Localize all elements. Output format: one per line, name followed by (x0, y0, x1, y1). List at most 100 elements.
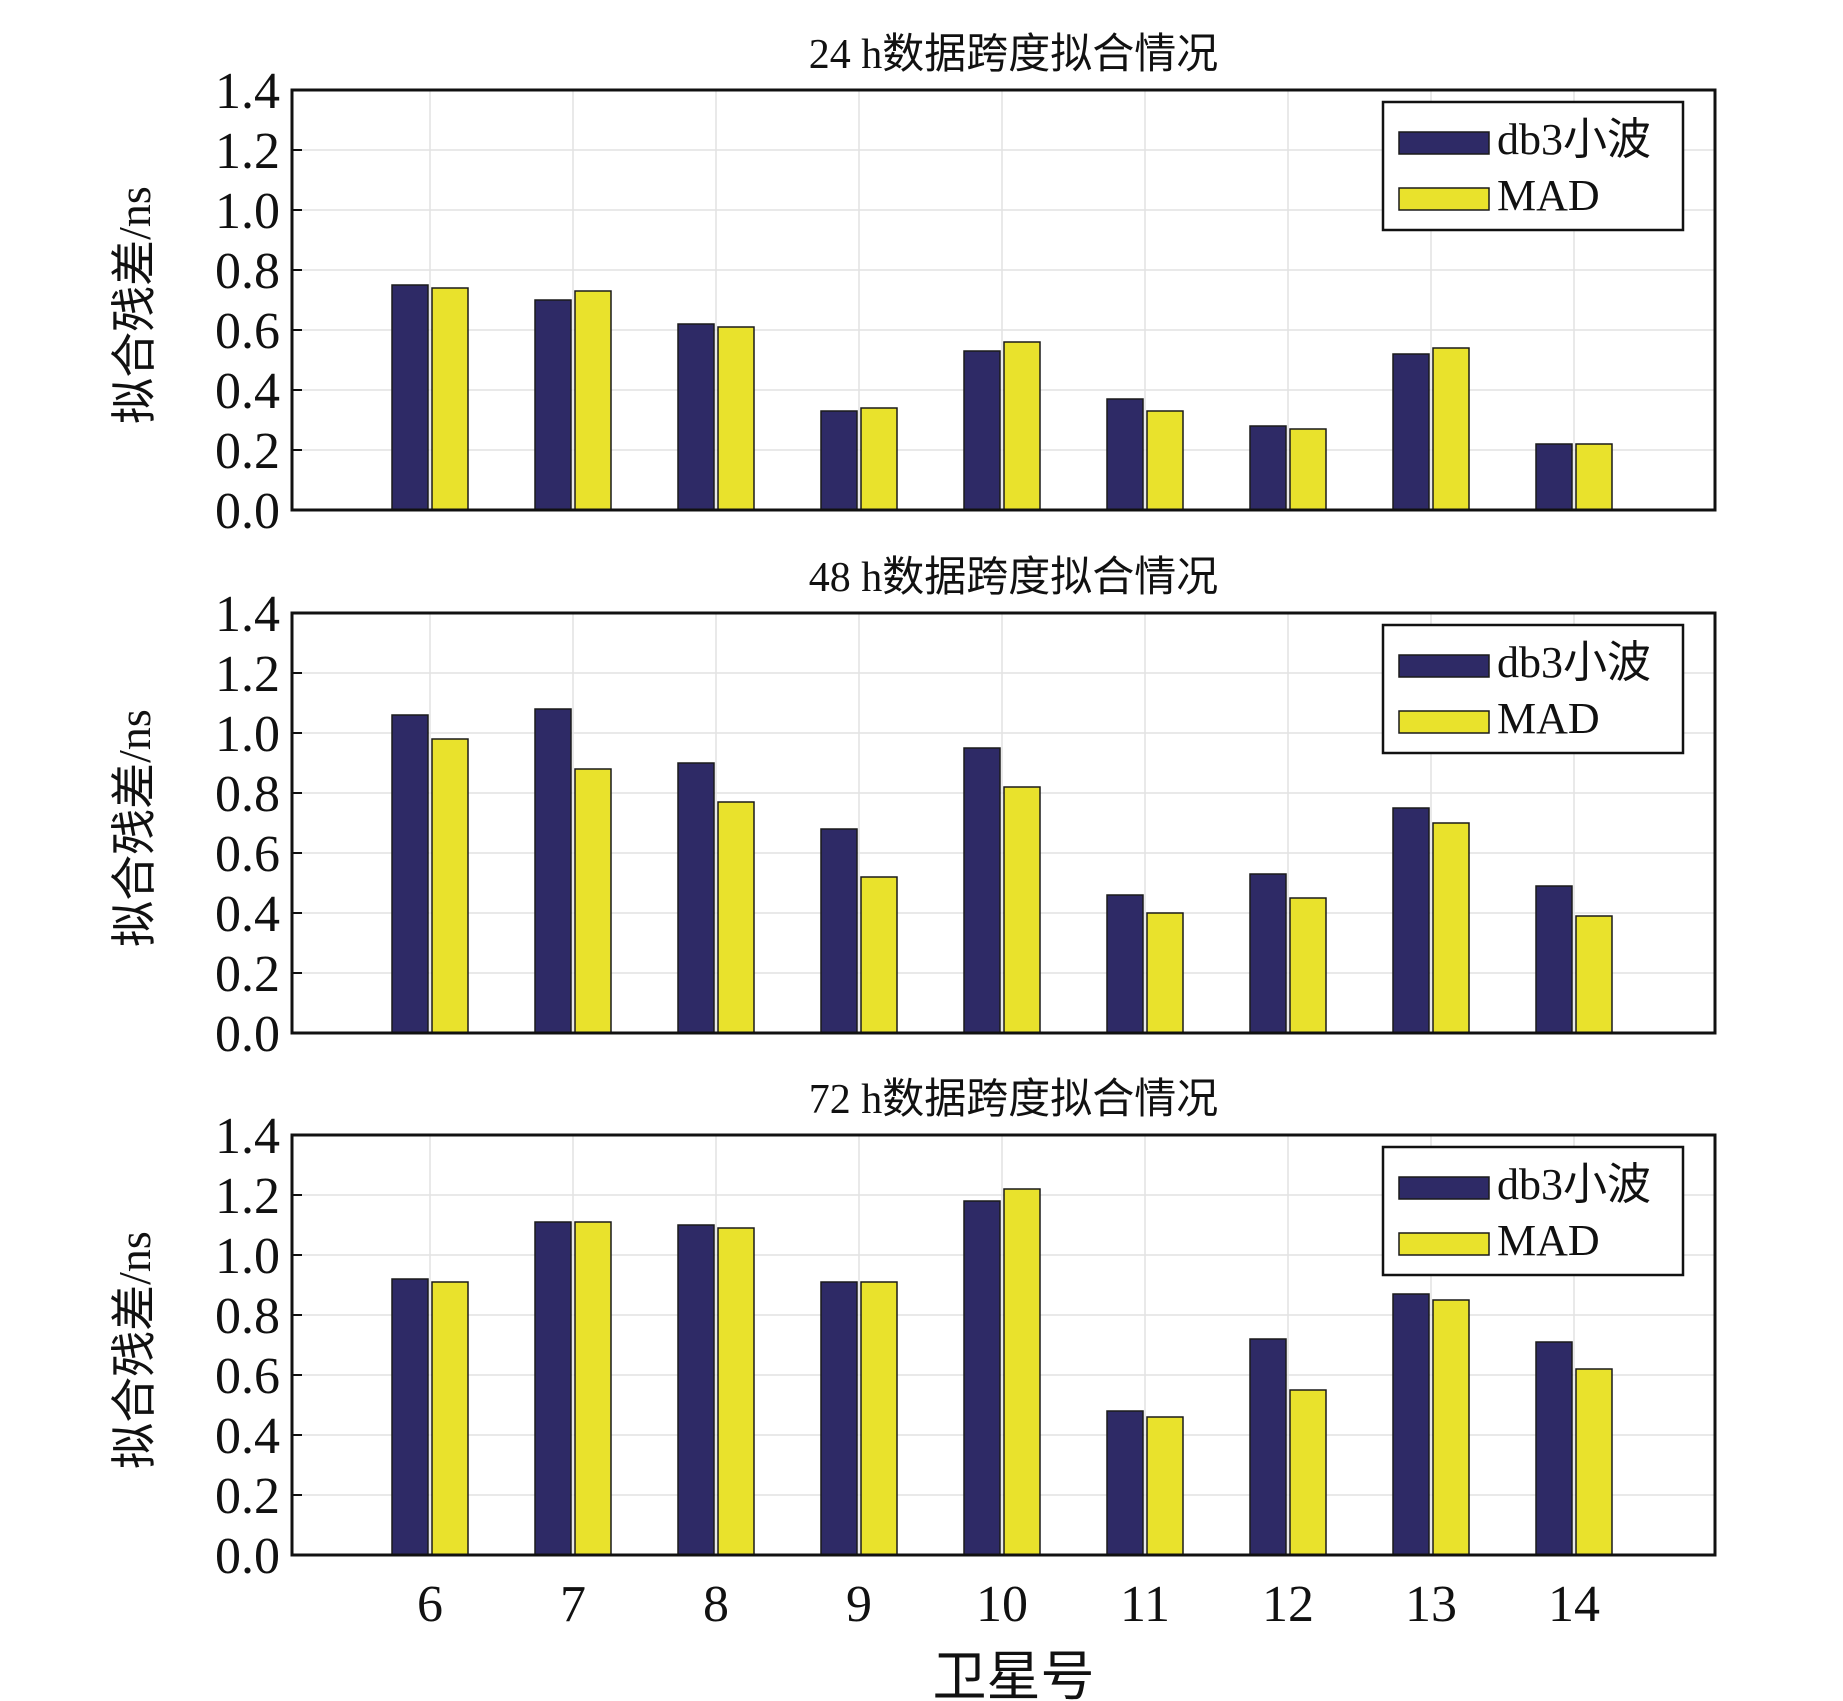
panel-3-xlabel: 卫星号 (933, 1647, 1095, 1701)
panel-2-legend-swatch-db3 (1398, 654, 1490, 678)
panel-2-ytick-label: 0.8 (215, 766, 280, 823)
panel-1-ytick-label: 1.2 (215, 123, 280, 180)
panel-1-ytick-label: 0.2 (215, 423, 280, 480)
panel-3-bar-mad-14 (1575, 1368, 1613, 1556)
panel-1-legend-label-mad: MAD (1497, 171, 1600, 220)
panel-2-bar-mad-13 (1432, 822, 1470, 1034)
panel-3-ytick-label: 1.0 (215, 1228, 280, 1285)
panel-3-bar-mad-6 (431, 1281, 469, 1556)
panel-3-ytick-label: 0.6 (215, 1348, 280, 1405)
panel-3-xtick-label: 10 (976, 1576, 1028, 1633)
panel-1-bar-db3-11 (1106, 398, 1144, 511)
panel-2-bar-mad-14 (1575, 915, 1613, 1034)
panel-2-bar-mad-8 (717, 801, 755, 1034)
panel-3-bar-db3-7 (534, 1221, 572, 1556)
panel-3-bar-db3-11 (1106, 1410, 1144, 1556)
panel-2-bar-db3-6 (391, 714, 429, 1034)
panel-3-legend-swatch-db3 (1398, 1176, 1490, 1200)
panel-1-bar-db3-9 (820, 410, 858, 511)
panel-1-bar-mad-10 (1003, 341, 1041, 511)
panel-2-ytick-label: 0.4 (215, 886, 280, 943)
panel-3-legend-swatch-mad (1398, 1232, 1490, 1256)
panel-2-bar-db3-13 (1392, 807, 1430, 1034)
panel-3-bar-mad-7 (574, 1221, 612, 1556)
panel-1-ytick-label: 0.4 (215, 363, 280, 420)
panel-2-bar-db3-10 (963, 747, 1001, 1034)
panel-1-bar-mad-14 (1575, 443, 1613, 511)
panel-1-title: 24 h数据跨度拟合情况 (809, 32, 1219, 78)
panel-2-ytick-label: 1.2 (215, 646, 280, 703)
panel-1-ytick-label: 1.0 (215, 183, 280, 240)
panel-3-xtick-label: 13 (1405, 1576, 1457, 1633)
panel-1-ytick-label: 0.8 (215, 243, 280, 300)
panel-2-legend-label-db3: db3小波 (1497, 638, 1651, 687)
panel-3-ylabel: 拟合残差/ns (109, 1231, 160, 1469)
panel-3-bar-db3-13 (1392, 1293, 1430, 1556)
panel-1-bar-mad-8 (717, 326, 755, 511)
panel-1-bar-mad-6 (431, 287, 469, 511)
panel-2-bar-db3-8 (677, 762, 715, 1034)
panel-1-ytick-label: 1.4 (215, 63, 280, 120)
panel-3: 72 h数据跨度拟合情况 0.00.20.40.60.81.01.21.4 拟合残差… (109, 1077, 1717, 1701)
panel-1-legend-label-db3: db3小波 (1497, 115, 1651, 164)
panel-3-ytick-label: 0.8 (215, 1288, 280, 1345)
panel-2: 48 h数据跨度拟合情况 0.00.20.40.60.81.01.21.4 拟合残差… (109, 555, 1717, 1063)
panel-1-bar-db3-7 (534, 299, 572, 511)
panel-3-bar-mad-9 (860, 1281, 898, 1556)
panel-3-legend-label-mad: MAD (1497, 1216, 1600, 1265)
panel-2-bar-mad-6 (431, 738, 469, 1034)
panel-3-xtick-label: 14 (1548, 1576, 1600, 1633)
panel-3-bar-mad-13 (1432, 1299, 1470, 1556)
panel-2-ytick-label: 0.2 (215, 946, 280, 1003)
panel-1-ytick-label: 0.0 (215, 483, 280, 540)
panel-3-xtick-label: 9 (846, 1576, 872, 1633)
panel-1-legend-swatch-mad (1398, 187, 1490, 211)
panel-2-bar-mad-9 (860, 876, 898, 1034)
panel-3-bar-mad-12 (1289, 1389, 1327, 1556)
panel-3-legend-label-db3: db3小波 (1497, 1160, 1651, 1209)
panel-3-bar-db3-12 (1249, 1338, 1287, 1556)
panel-3-bar-mad-11 (1146, 1416, 1184, 1556)
panel-3-title: 72 h数据跨度拟合情况 (809, 1077, 1219, 1123)
panel-3-xtick-label: 8 (703, 1576, 729, 1633)
panel-1-legend-swatch-db3 (1398, 131, 1490, 155)
panel-2-bar-db3-12 (1249, 873, 1287, 1034)
panel-3-ytick-label: 0.0 (215, 1528, 280, 1585)
panel-1-bar-db3-13 (1392, 353, 1430, 511)
panel-1: 24 h数据跨度拟合情况 0.00.20.40.60.81.01.21.4 拟合残差… (109, 32, 1717, 540)
panel-2-bar-mad-12 (1289, 897, 1327, 1034)
panel-1-ylabel: 拟合残差/ns (109, 186, 160, 424)
panel-1-bar-db3-6 (391, 284, 429, 511)
panel-2-legend-label-mad: MAD (1497, 694, 1600, 743)
panel-2-bar-db3-11 (1106, 894, 1144, 1034)
panel-2-ytick-label: 0.6 (215, 826, 280, 883)
panel-1-plot-frame (290, 88, 1717, 512)
panel-1-ytick-label: 0.6 (215, 303, 280, 360)
panel-3-bar-db3-6 (391, 1278, 429, 1556)
panel-3-bar-db3-8 (677, 1224, 715, 1556)
panel-2-plot-frame (290, 611, 1717, 1035)
panel-2-bar-mad-10 (1003, 786, 1041, 1034)
panel-1-bar-mad-13 (1432, 347, 1470, 511)
panel-1-bar-db3-10 (963, 350, 1001, 511)
panel-2-legend-swatch-mad (1398, 710, 1490, 734)
panel-2-ylabel: 拟合残差/ns (109, 709, 160, 947)
panel-2-bar-db3-14 (1535, 885, 1573, 1034)
panel-3-xtick-label: 7 (560, 1576, 586, 1633)
panel-3-bar-mad-10 (1003, 1188, 1041, 1556)
panel-3-ytick-label: 1.4 (215, 1108, 280, 1165)
panel-1-bar-mad-7 (574, 290, 612, 511)
panel-3-ytick-label: 1.2 (215, 1168, 280, 1225)
panel-1-bar-db3-12 (1249, 425, 1287, 511)
panel-2-bar-db3-7 (534, 708, 572, 1034)
panel-1-bar-mad-9 (860, 407, 898, 511)
panel-3-xtick-label: 6 (417, 1576, 443, 1633)
panel-3-plot-frame (290, 1133, 1717, 1557)
panel-1-bar-db3-8 (677, 323, 715, 511)
panel-2-ytick-label: 1.4 (215, 586, 280, 643)
panel-3-ytick-label: 0.4 (215, 1408, 280, 1465)
panel-2-ytick-label: 0.0 (215, 1006, 280, 1063)
panel-3-bar-db3-10 (963, 1200, 1001, 1556)
panel-3-xtick-label: 12 (1262, 1576, 1314, 1633)
